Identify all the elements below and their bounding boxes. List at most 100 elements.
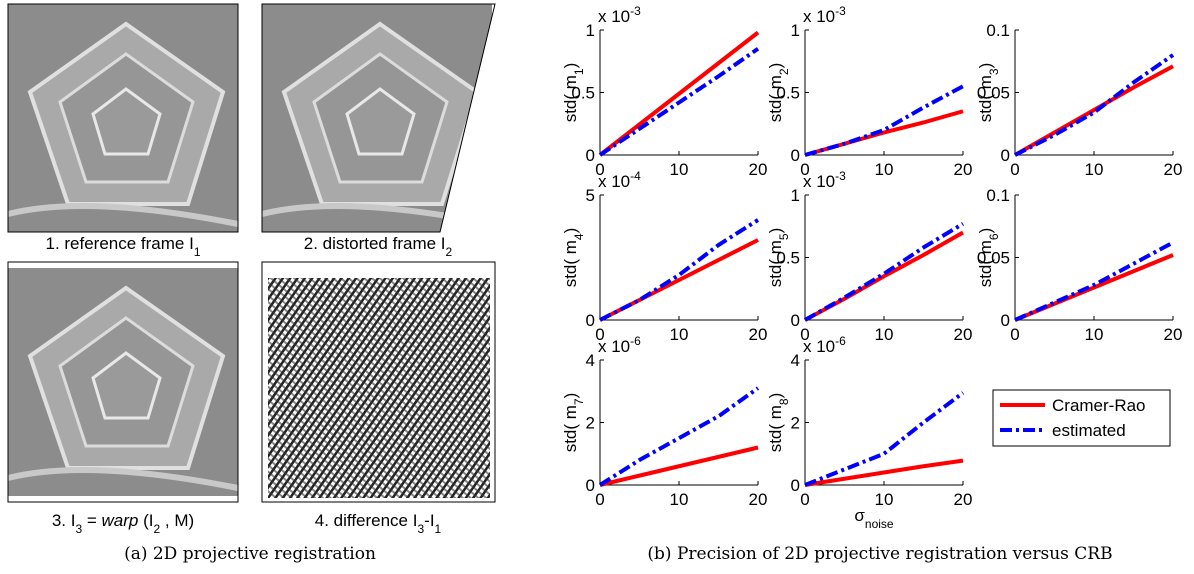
y-tick-label: 4 xyxy=(586,351,595,370)
caption: (a) 2D projective registration xyxy=(124,544,376,564)
legend: Cramer-Rao estimated xyxy=(993,390,1170,446)
text-part: std( m xyxy=(561,240,580,287)
text-part: 2. distorted frame I xyxy=(304,234,446,253)
y-tick-label: 1 xyxy=(586,21,595,40)
text-part: noise xyxy=(865,517,894,531)
series-line xyxy=(600,448,758,486)
legend-label: estimated xyxy=(1052,421,1126,440)
legend-label: Cramer-Rao xyxy=(1052,396,1146,415)
axis-multiplier: x 10-3 xyxy=(803,4,846,26)
series-line xyxy=(805,86,963,155)
y-axis-label: std( m7) xyxy=(561,393,586,453)
image-distorted xyxy=(262,4,495,232)
x-tick-label: 20 xyxy=(1164,325,1183,344)
text-part: -3 xyxy=(835,4,846,18)
text-part: ) xyxy=(561,228,580,234)
text-part: x 10 xyxy=(598,337,630,356)
y-axis-label: std( m4) xyxy=(561,228,586,288)
x-tick-label: 10 xyxy=(670,160,689,179)
image-label: 1. reference frame I1 xyxy=(45,234,200,259)
text-part: x 10 xyxy=(803,7,835,26)
text-part: ) xyxy=(976,63,995,69)
y-tick-label: 2 xyxy=(791,414,800,433)
subplot: 0501020x 10-4std( m4) xyxy=(561,169,767,344)
x-tick-label: 10 xyxy=(875,325,894,344)
x-tick-label: 0 xyxy=(595,490,604,509)
x-tick-label: 0 xyxy=(1010,160,1019,179)
series-line xyxy=(600,33,758,156)
text-part: std( m xyxy=(766,240,785,287)
y-tick-label: 4 xyxy=(791,351,800,370)
text-part: std( m xyxy=(561,75,580,122)
text-part: -6 xyxy=(835,334,846,348)
text-part: -I xyxy=(424,511,434,530)
y-tick-label: 0 xyxy=(586,146,595,165)
x-tick-label: 10 xyxy=(1085,325,1104,344)
y-tick-label: 0.1 xyxy=(986,21,1010,40)
text-part: warp xyxy=(102,511,139,530)
text-part: x 10 xyxy=(803,337,835,356)
text-part: -6 xyxy=(630,334,641,348)
subplot: 0 2 4 0 10 20 x 10-6 std( m7) xyxy=(561,334,767,509)
text-part: x 10 xyxy=(803,172,835,191)
text-part: 1 xyxy=(435,522,442,536)
text-part: 4. difference I xyxy=(315,511,418,530)
text-part: = xyxy=(82,511,101,530)
axis-multiplier: x 10-3 xyxy=(803,169,846,191)
text-part: ) xyxy=(766,63,785,69)
y-tick-label: 2 xyxy=(586,414,595,433)
text-part: std( m xyxy=(766,75,785,122)
series-line xyxy=(600,49,758,155)
image-reference xyxy=(8,4,238,232)
text-part: 1 xyxy=(194,245,201,259)
x-tick-label: 10 xyxy=(1085,160,1104,179)
series-line xyxy=(600,388,758,485)
x-tick-label: 0 xyxy=(800,490,809,509)
x-axis-label: σnoise xyxy=(854,506,894,531)
text-part: -4 xyxy=(630,169,641,183)
axis-multiplier: x 10-6 xyxy=(598,334,641,356)
x-tick-label: 0 xyxy=(1010,325,1019,344)
x-tick-label: 20 xyxy=(1164,160,1183,179)
x-tick-label: 20 xyxy=(749,160,768,179)
axis-multiplier: x 10-4 xyxy=(598,169,641,191)
y-tick-label: 1 xyxy=(791,21,800,40)
text-part: std( m xyxy=(766,405,785,452)
x-tick-label: 20 xyxy=(749,490,768,509)
image-warped xyxy=(8,262,238,502)
axis-multiplier: x 10-3 xyxy=(598,4,641,26)
x-tick-label: 10 xyxy=(875,160,894,179)
text-part: ) xyxy=(976,228,995,234)
x-tick-label: 20 xyxy=(749,325,768,344)
y-tick-label: 5 xyxy=(586,186,595,205)
figure: Cramer-Rao estimated 1. reference frame I… xyxy=(0,0,1194,574)
text-part: 2 xyxy=(446,245,453,259)
caption: (b) Precision of 2D projective registrat… xyxy=(647,544,1112,564)
x-tick-label: 20 xyxy=(954,325,973,344)
text-part: ) xyxy=(561,393,580,399)
text-part: , M) xyxy=(160,511,194,530)
y-tick-label: 0 xyxy=(586,476,595,495)
text-part: -3 xyxy=(835,169,846,183)
text-part: -3 xyxy=(630,4,641,18)
y-tick-label: 0 xyxy=(1001,311,1010,330)
x-tick-label: 10 xyxy=(670,490,689,509)
y-tick-label: 1 xyxy=(791,186,800,205)
y-tick-label: 0 xyxy=(1001,146,1010,165)
series-line xyxy=(1015,243,1173,321)
text-part: std( m xyxy=(976,240,995,287)
image-difference xyxy=(262,262,495,502)
text-part: ) xyxy=(766,228,785,234)
subplot: 02401020x 10-6std( m8)σnoise xyxy=(766,334,972,531)
text-part: ) xyxy=(561,63,580,69)
text-part: std( m xyxy=(976,75,995,122)
text-part: 1. reference frame I xyxy=(45,234,193,253)
text-part: σ xyxy=(854,506,865,525)
text-part: x 10 xyxy=(598,7,630,26)
y-tick-label: 0 xyxy=(791,311,800,330)
series-line xyxy=(600,220,758,320)
